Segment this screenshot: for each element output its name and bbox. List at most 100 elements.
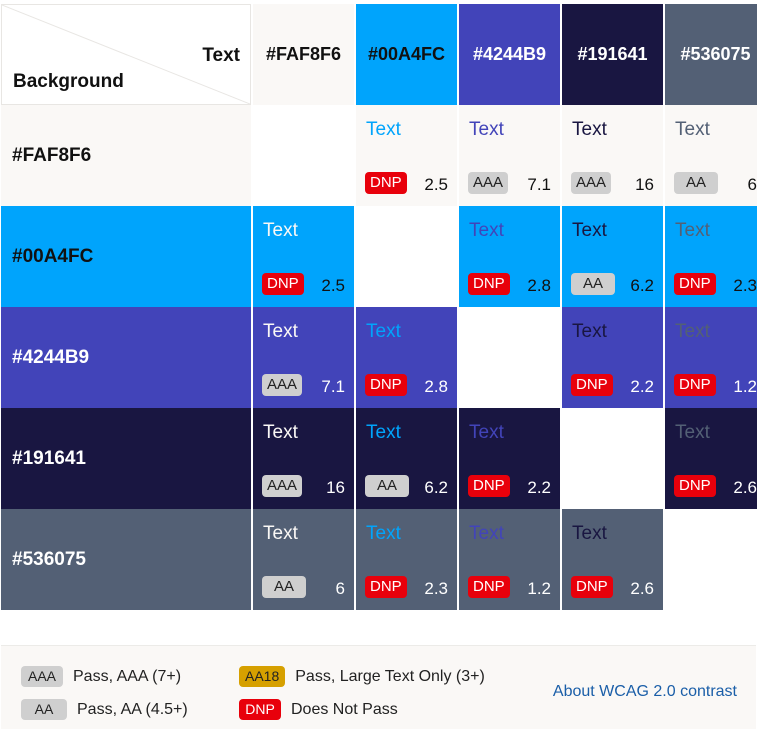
contrast-ratio: 2.2 bbox=[527, 478, 551, 497]
legend-label-aaa: Pass, AAA (7+) bbox=[73, 667, 182, 685]
sample-text: Text bbox=[263, 422, 298, 443]
contrast-ratio: 2.3 bbox=[424, 579, 448, 598]
contrast-ratio: 7.1 bbox=[527, 175, 551, 194]
contrast-ratio: 6 bbox=[747, 175, 757, 194]
contrast-ratio: 2.2 bbox=[630, 377, 654, 396]
contrast-ratio: 2.6 bbox=[630, 579, 654, 598]
sample-text: Text bbox=[366, 321, 401, 342]
sample-text: Text bbox=[366, 422, 401, 443]
contrast-badge: DNP bbox=[674, 475, 716, 497]
sample-text: Text bbox=[675, 220, 710, 241]
contrast-cell: Text AAA 16 bbox=[253, 408, 354, 509]
empty-cell bbox=[356, 206, 457, 307]
column-header: #536075 bbox=[665, 4, 757, 105]
corner-background-label: Background bbox=[13, 71, 124, 92]
row-header: #00A4FC bbox=[1, 206, 251, 307]
legend-label-aa: Pass, AA (4.5+) bbox=[77, 700, 188, 718]
contrast-badge: DNP bbox=[674, 374, 716, 396]
contrast-badge: AA bbox=[571, 273, 615, 295]
contrast-badge: AAA bbox=[262, 374, 303, 396]
contrast-cell: Text AA 6 bbox=[253, 509, 354, 610]
contrast-cell: Text DNP 2.3 bbox=[665, 206, 757, 307]
contrast-cell: Text DNP 2.2 bbox=[562, 307, 663, 408]
legend-label-aa18: Pass, Large Text Only (3+) bbox=[295, 667, 485, 685]
sample-text: Text bbox=[675, 321, 710, 342]
sample-text: Text bbox=[572, 523, 607, 544]
grid-corner: Text Background bbox=[1, 4, 251, 105]
contrast-cell: Text DNP 2.2 bbox=[459, 408, 560, 509]
contrast-badge: DNP bbox=[468, 576, 510, 598]
contrast-grid: Text Background #FAF8F6 #00A4FC #4244B9 #19… bbox=[1, 4, 757, 610]
contrast-cell: Text AAA 7.1 bbox=[459, 105, 560, 206]
contrast-ratio: 16 bbox=[635, 175, 654, 194]
sample-text: Text bbox=[469, 523, 504, 544]
column-header: #191641 bbox=[562, 4, 663, 105]
contrast-cell: Text DNP 1.2 bbox=[459, 509, 560, 610]
legend: AAA Pass, AAA (7+) AA Pass, AA (4.5+) AA… bbox=[1, 645, 756, 729]
contrast-badge: DNP bbox=[674, 273, 716, 295]
contrast-cell: Text DNP 2.8 bbox=[356, 307, 457, 408]
contrast-ratio: 6.2 bbox=[630, 276, 654, 295]
empty-cell bbox=[665, 509, 757, 610]
contrast-badge: AAA bbox=[468, 172, 509, 194]
contrast-badge: DNP bbox=[365, 172, 407, 194]
sample-text: Text bbox=[263, 321, 298, 342]
sample-text: Text bbox=[572, 321, 607, 342]
sample-text: Text bbox=[675, 422, 710, 443]
contrast-cell: Text AAA 16 bbox=[562, 105, 663, 206]
legend-badge-aa: AA bbox=[21, 699, 67, 720]
legend-badge-aaa: AAA bbox=[21, 666, 63, 687]
column-header: #00A4FC bbox=[356, 4, 457, 105]
about-wcag-link[interactable]: About WCAG 2.0 contrast bbox=[552, 683, 737, 700]
contrast-cell: Text DNP 2.6 bbox=[562, 509, 663, 610]
contrast-badge: AAA bbox=[262, 475, 303, 497]
sample-text: Text bbox=[263, 220, 298, 241]
sample-text: Text bbox=[366, 523, 401, 544]
sample-text: Text bbox=[469, 119, 504, 140]
contrast-badge: DNP bbox=[365, 374, 407, 396]
contrast-ratio: 2.5 bbox=[424, 175, 448, 194]
sample-text: Text bbox=[366, 119, 401, 140]
empty-cell bbox=[253, 105, 354, 206]
contrast-ratio: 1.2 bbox=[527, 579, 551, 598]
sample-text: Text bbox=[469, 422, 504, 443]
sample-text: Text bbox=[469, 220, 504, 241]
legend-label-dnp: Does Not Pass bbox=[291, 700, 398, 718]
sample-text: Text bbox=[572, 220, 607, 241]
contrast-cell: Text DNP 2.5 bbox=[356, 105, 457, 206]
contrast-ratio: 6 bbox=[335, 579, 345, 598]
row-header: #191641 bbox=[1, 408, 251, 509]
contrast-badge: DNP bbox=[262, 273, 304, 295]
corner-text-label: Text bbox=[202, 45, 240, 66]
empty-cell bbox=[562, 408, 663, 509]
contrast-ratio: 2.3 bbox=[733, 276, 757, 295]
contrast-ratio: 2.8 bbox=[424, 377, 448, 396]
contrast-cell: Text DNP 2.3 bbox=[356, 509, 457, 610]
column-header: #4244B9 bbox=[459, 4, 560, 105]
legend-badge-aa18: AA18 bbox=[239, 666, 286, 687]
contrast-ratio: 16 bbox=[326, 478, 345, 497]
contrast-cell: Text DNP 2.6 bbox=[665, 408, 757, 509]
empty-cell bbox=[459, 307, 560, 408]
contrast-cell: Text DNP 2.5 bbox=[253, 206, 354, 307]
contrast-ratio: 2.6 bbox=[733, 478, 757, 497]
contrast-badge: AAA bbox=[571, 172, 612, 194]
row-header: #536075 bbox=[1, 509, 251, 610]
legend-item-aaa: AAA Pass, AAA (7+) bbox=[21, 666, 181, 687]
sample-text: Text bbox=[263, 523, 298, 544]
corner-diagonal bbox=[2, 5, 250, 104]
contrast-badge: DNP bbox=[571, 374, 613, 396]
row-header: #4244B9 bbox=[1, 307, 251, 408]
legend-item-aa18: AA18 Pass, Large Text Only (3+) bbox=[239, 666, 485, 687]
contrast-badge: DNP bbox=[571, 576, 613, 598]
contrast-ratio: 6.2 bbox=[424, 478, 448, 497]
contrast-cell: Text AA 6.2 bbox=[562, 206, 663, 307]
contrast-ratio: 2.8 bbox=[527, 276, 551, 295]
legend-item-aa: AA Pass, AA (4.5+) bbox=[21, 699, 188, 720]
contrast-cell: Text DNP 1.2 bbox=[665, 307, 757, 408]
row-header: #FAF8F6 bbox=[1, 105, 251, 206]
contrast-cell: Text AA 6.2 bbox=[356, 408, 457, 509]
contrast-cell: Text DNP 2.8 bbox=[459, 206, 560, 307]
contrast-cell: Text AAA 7.1 bbox=[253, 307, 354, 408]
contrast-ratio: 1.2 bbox=[733, 377, 757, 396]
